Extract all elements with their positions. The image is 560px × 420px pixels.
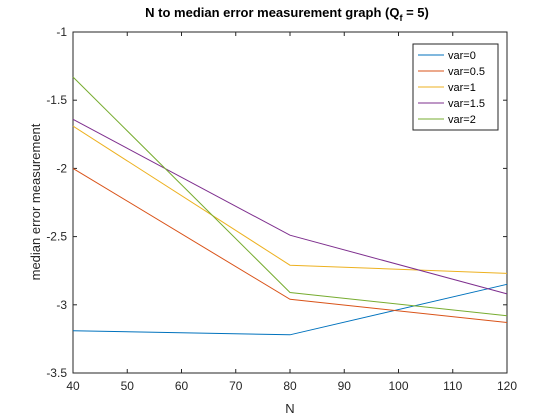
y-tick-label: -1.5 xyxy=(46,93,67,107)
legend-box xyxy=(412,43,499,131)
x-axis-label: N xyxy=(285,401,294,416)
x-axis: 40 50 60 70 80 90 100 110 120 xyxy=(66,32,517,393)
x-tick-label: 110 xyxy=(443,379,462,393)
legend-label: var=0.5 xyxy=(448,66,485,78)
series-line-var-0 xyxy=(72,283,508,336)
chart-title-subscript: f xyxy=(399,13,403,23)
legend-label: var=2 xyxy=(448,114,476,126)
legend-label: var=1 xyxy=(448,82,476,94)
x-tick-label: 50 xyxy=(121,379,135,393)
legend-label: var=0 xyxy=(448,50,476,62)
legend-label: var=1.5 xyxy=(448,98,485,110)
x-tick-label: 90 xyxy=(338,379,352,393)
legend: var=0 var=0.5 var=1 var=1.5 var=2 xyxy=(412,43,499,131)
series-line-var-2 xyxy=(72,76,508,317)
series-line-var-1-5 xyxy=(72,118,508,295)
chart-title-main: N to median error measurement graph (Q xyxy=(145,5,399,20)
x-tick-label: 40 xyxy=(66,379,80,393)
series-line-var-1 xyxy=(72,125,508,274)
y-tick-label: -2.5 xyxy=(46,230,67,244)
chart-title-tail: = 5) xyxy=(402,5,428,20)
x-tick-label: 70 xyxy=(229,379,243,393)
y-axis-label: median error measurement xyxy=(28,123,43,280)
y-tick-label: -1 xyxy=(56,25,67,39)
x-tick-label: 80 xyxy=(283,379,297,393)
y-tick-label: -3.5 xyxy=(46,366,67,380)
chart-title: N to median error measurement graph (Qf … xyxy=(145,5,429,23)
y-axis: -1 -1.5 -2 -2.5 -3 -3.5 xyxy=(46,25,507,380)
series-lines xyxy=(72,76,508,336)
x-tick-label: 120 xyxy=(497,379,517,393)
y-tick-label: -2 xyxy=(56,161,67,175)
x-tick-label: 60 xyxy=(175,379,189,393)
y-tick-label: -3 xyxy=(56,298,67,312)
x-tick-label: 100 xyxy=(388,379,408,393)
series-line-var-0-5 xyxy=(72,167,508,323)
